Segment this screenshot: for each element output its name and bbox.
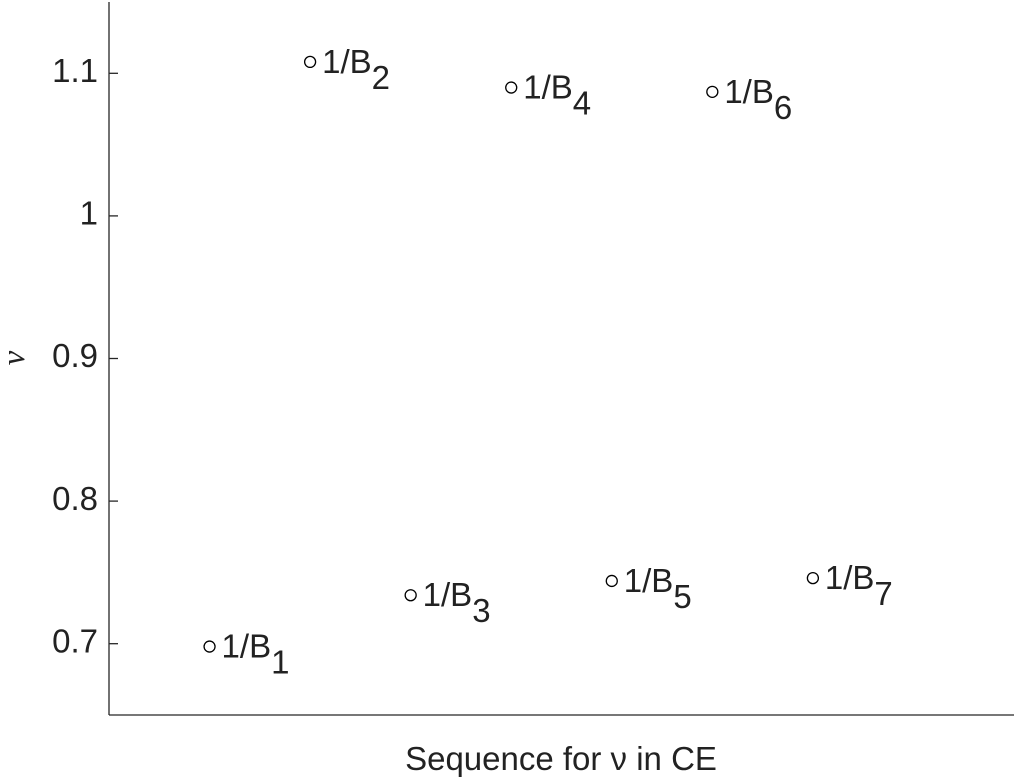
point-label: 1/B4 (523, 69, 591, 122)
x-axis-label: Sequence for ν in CE (405, 740, 717, 777)
point (605, 574, 618, 588)
y-tick-label: 1.1 (52, 52, 98, 89)
point-label-text: 1/B (222, 628, 272, 665)
point-label-subscript: 5 (673, 578, 691, 615)
point-label: 1/B1 (222, 628, 290, 681)
point-label-text: 1/B (624, 562, 674, 599)
point-label: 1/B2 (322, 43, 390, 96)
point-label-subscript: 7 (874, 575, 892, 612)
point-label: 1/B6 (724, 73, 792, 126)
y-tick-label: 0.7 (52, 622, 98, 659)
y-axis-label: ν (0, 350, 32, 365)
point-label-subscript: 1 (271, 644, 289, 681)
point-label: 1/B5 (624, 562, 692, 615)
point (303, 55, 317, 69)
point-label-subscript: 3 (472, 592, 490, 629)
point-label-subscript: 6 (774, 89, 792, 126)
point-label: 1/B7 (825, 559, 893, 612)
point-label-text: 1/B (523, 69, 573, 106)
point (806, 571, 820, 585)
y-tick-label: 0.8 (52, 480, 98, 517)
point-label-subscript: 2 (372, 59, 390, 96)
point-label-text: 1/B (724, 73, 774, 110)
point-label-text: 1/B (825, 559, 875, 596)
point (706, 85, 719, 98)
y-tick-label: 0.9 (52, 337, 98, 374)
point (505, 81, 518, 94)
point-label-text: 1/B (322, 43, 372, 80)
point (404, 589, 417, 602)
point (203, 640, 216, 653)
point-label-subscript: 4 (573, 85, 591, 122)
point-label-text: 1/B (423, 576, 473, 613)
point-label: 1/B3 (423, 576, 491, 629)
y-tick-label: 1 (80, 195, 98, 232)
